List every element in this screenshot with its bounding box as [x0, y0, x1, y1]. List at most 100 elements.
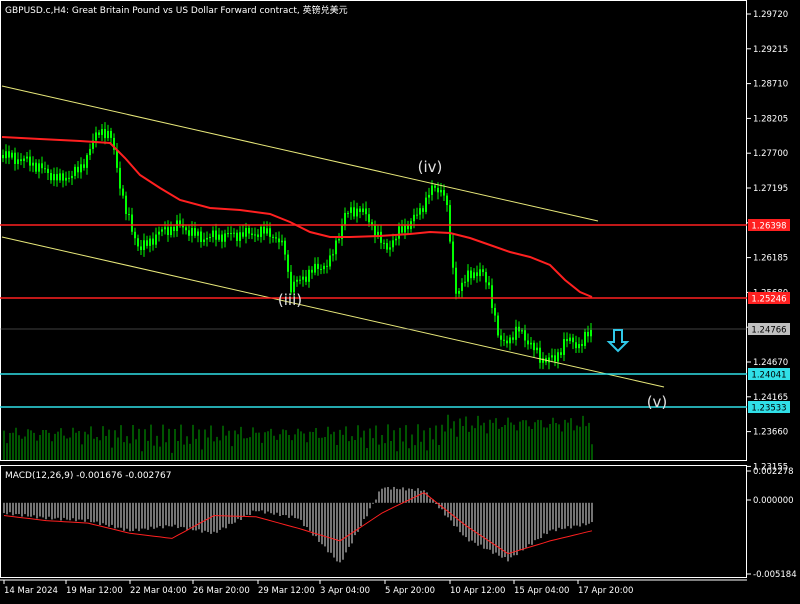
price-tick-label: 1.29215	[753, 45, 788, 55]
svg-text:1.26398: 1.26398	[751, 222, 786, 232]
candle-body	[554, 355, 556, 362]
candle-body	[209, 237, 211, 239]
candle-body	[386, 243, 388, 250]
candle-body	[83, 164, 85, 168]
candle-body	[542, 358, 544, 363]
candle-body	[11, 152, 13, 158]
upper-channel-line[interactable]	[1, 85, 599, 222]
candle-body	[311, 269, 313, 273]
candle-body	[497, 315, 499, 336]
candle-body	[131, 214, 133, 232]
candle-body	[188, 230, 190, 236]
candle-body	[23, 158, 25, 162]
macd-tick: 0.002278	[753, 467, 794, 477]
candle-body	[452, 241, 454, 268]
candle-body	[173, 226, 175, 231]
candle-body	[149, 238, 151, 246]
svg-text:1.23533: 1.23533	[751, 404, 786, 414]
candle-body	[71, 175, 73, 179]
candle-body	[338, 239, 340, 241]
candle-body	[29, 156, 31, 166]
candle-body	[248, 227, 250, 234]
candle-body	[347, 212, 349, 214]
price-tag-r2: 1.25246	[748, 292, 790, 305]
candle-body	[80, 164, 82, 173]
candle-body	[431, 185, 433, 195]
candle-body	[365, 208, 367, 215]
candle-body	[305, 276, 307, 282]
candle-body	[566, 339, 568, 342]
candle-body	[185, 227, 187, 231]
candle-body	[287, 254, 289, 272]
price-tag-current: 1.24766	[748, 323, 790, 336]
candle-body	[407, 225, 409, 230]
candle-body	[257, 234, 259, 237]
candle-body	[524, 330, 526, 341]
candle-body	[152, 238, 154, 245]
candle-body	[371, 222, 373, 226]
lower-channel-line[interactable]	[1, 236, 665, 388]
price-tick-label: 1.23155	[753, 462, 788, 472]
candle-body	[425, 197, 427, 212]
candle-body	[26, 156, 28, 159]
candle-body	[68, 177, 70, 179]
candle-body	[350, 207, 352, 213]
candle-body	[56, 174, 58, 181]
candle-body	[413, 214, 415, 222]
candle-body	[137, 238, 139, 247]
candle-body	[464, 281, 466, 283]
candle-body	[227, 233, 229, 235]
candle-body	[506, 340, 508, 344]
candle-body	[569, 337, 571, 342]
candle-body	[191, 228, 193, 236]
candle-body	[434, 185, 436, 188]
candle-body	[95, 132, 97, 141]
candle-body	[62, 173, 64, 181]
candle-body	[416, 214, 418, 216]
candle-body	[164, 227, 166, 230]
price-tick-label: 1.26185	[753, 254, 788, 264]
candle-body	[74, 166, 76, 176]
candle-body	[491, 285, 493, 308]
svg-text:1.25246: 1.25246	[751, 295, 786, 305]
candle-body	[32, 162, 34, 166]
candle-body	[482, 269, 484, 273]
candle-body	[389, 247, 391, 250]
svg-text:1.24766: 1.24766	[751, 326, 786, 336]
candle-body	[245, 227, 247, 237]
price-tag-s1: 1.24041	[748, 368, 790, 381]
time-tick-label: 22 Mar 04:00	[130, 586, 187, 596]
candle-body	[119, 167, 121, 189]
candle-body	[377, 231, 379, 237]
candle-body	[77, 166, 79, 173]
candle-body	[527, 340, 529, 345]
candle-body	[143, 240, 145, 251]
down-arrow-icon	[606, 329, 630, 353]
candle-body	[479, 269, 481, 277]
macd-label: MACD(12,26,9) -0.001676 -0.002767	[5, 471, 171, 481]
candle-body	[521, 330, 523, 332]
price-tick-label: 1.24165	[753, 393, 788, 403]
candle-body	[503, 339, 505, 341]
candle-body	[290, 271, 292, 293]
candle-body	[356, 208, 358, 217]
candle-body	[392, 240, 394, 248]
candle-body	[395, 238, 397, 241]
macd-signal-line	[3, 492, 593, 555]
candle-body	[233, 232, 235, 234]
wave-label-iv: (iv)	[418, 158, 443, 176]
candle-body	[509, 337, 511, 344]
candle-body	[272, 236, 274, 238]
candle-body	[494, 307, 496, 316]
candle-body	[368, 214, 370, 223]
candle-body	[107, 130, 109, 139]
candle-body	[317, 263, 319, 269]
price-tick-label: 1.28205	[753, 114, 788, 124]
candle-body	[584, 331, 586, 346]
candle-body	[284, 240, 286, 255]
candle-body	[398, 226, 400, 239]
main-chart-frame	[0, 0, 747, 461]
time-tick-label: 29 Mar 12:00	[258, 586, 315, 596]
